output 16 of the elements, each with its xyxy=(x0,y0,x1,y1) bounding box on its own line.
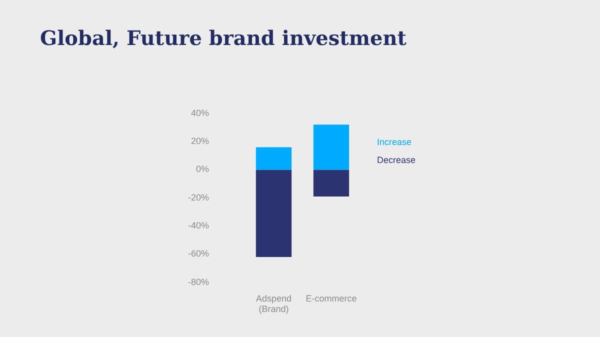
x-tick-label: E-commerce xyxy=(306,293,357,304)
text: Decrease xyxy=(377,155,416,165)
bar xyxy=(256,147,292,170)
x-tick-label: Adspend (Brand) xyxy=(256,293,292,314)
y-tick-label: -20% xyxy=(188,192,210,202)
y-tick-label: 20% xyxy=(190,136,210,146)
y-tick-label: -60% xyxy=(188,248,210,259)
y-tick-label: -80% xyxy=(188,276,210,287)
y-tick-label: 0% xyxy=(196,164,210,174)
bar xyxy=(256,170,292,258)
y-tick-label: -40% xyxy=(188,220,210,231)
bar xyxy=(313,170,350,196)
y-tick-label: 40% xyxy=(190,108,210,118)
text: Increase xyxy=(377,137,413,147)
bar xyxy=(313,124,350,170)
chart-title: Global, Future brand investment xyxy=(40,26,406,50)
